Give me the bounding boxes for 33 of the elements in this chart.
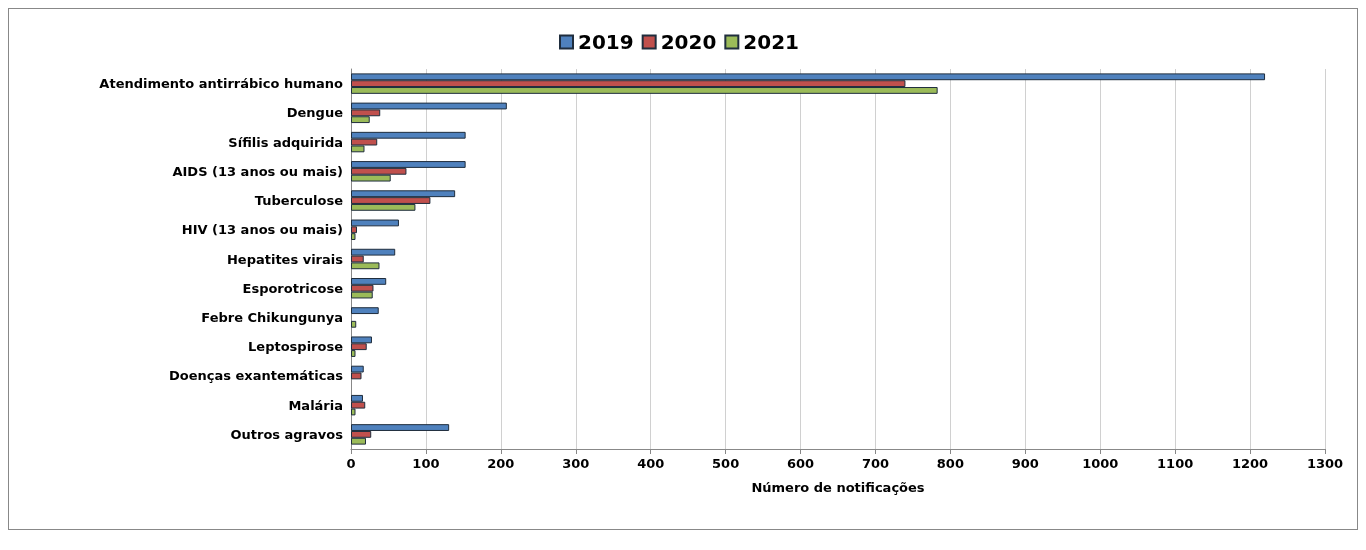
x-tick-label: 200	[487, 456, 515, 471]
x-tick-label: 1300	[1306, 456, 1344, 471]
bar	[351, 307, 379, 315]
x-tick-label: 100	[412, 456, 440, 471]
x-tick-label: 0	[346, 456, 356, 471]
y-tick-label: AIDS (13 anos ou mais)	[172, 163, 343, 179]
y-tick-label: HIV (13 anos ou mais)	[181, 222, 343, 238]
y-tick-label: Outros agravos	[230, 426, 344, 442]
y-tick-label: Sífilis adquirida	[228, 134, 343, 150]
legend-label: 2021	[743, 30, 799, 54]
x-axis-title: Número de notificações	[751, 480, 925, 495]
x-tick-label: 600	[786, 456, 815, 471]
bar	[351, 320, 357, 328]
y-tick-label: Esporotricose	[242, 280, 344, 296]
y-tick-label: Dengue	[286, 105, 344, 121]
x-tick-label: 1000	[1082, 456, 1119, 471]
y-tick-label: Doenças exantemáticas	[168, 368, 344, 384]
x-tick-label: 1100	[1157, 456, 1194, 471]
legend-label: 2019	[578, 30, 634, 54]
x-tick-label: 700	[861, 456, 890, 471]
x-tick-label: 800	[936, 456, 964, 471]
x-tick-label: 1200	[1231, 456, 1269, 471]
x-tick-label: 400	[637, 456, 665, 471]
y-tick-label: Febre Chikungunya	[201, 309, 343, 325]
y-tick-label: Leptospirose	[248, 339, 344, 355]
x-tick-label: 500	[712, 456, 740, 471]
y-tick-label: Hepatites virais	[226, 251, 344, 267]
x-tick-label: 900	[1011, 456, 1039, 471]
y-tick-label: Atendimento antirrábico humano	[99, 76, 344, 92]
legend-label: 2020	[660, 30, 717, 54]
y-tick-label: Tuberculose	[254, 193, 344, 209]
y-tick-label: Malária	[288, 397, 343, 413]
x-tick-label: 300	[562, 456, 590, 471]
